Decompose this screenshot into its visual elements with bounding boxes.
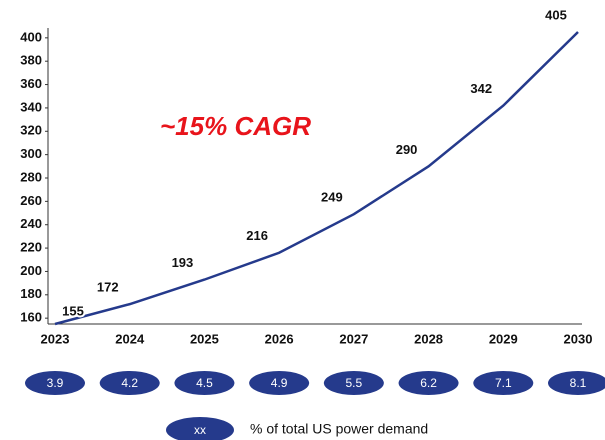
x-tick-label: 2029 [489, 331, 518, 346]
data-label: 193 [172, 255, 194, 270]
y-tick-label: 260 [20, 193, 42, 208]
legend-label: % of total US power demand [250, 421, 428, 437]
y-tick-label: 200 [20, 263, 42, 278]
y-tick-label: 360 [20, 76, 42, 91]
share-badge [25, 371, 85, 395]
y-tick-label: 240 [20, 216, 42, 231]
x-tick-label: 2027 [339, 331, 368, 346]
x-tick-label: 2030 [564, 331, 593, 346]
x-tick-label: 2023 [41, 331, 70, 346]
data-label: 290 [396, 142, 418, 157]
y-tick-label: 320 [20, 123, 42, 138]
y-tick-label: 340 [20, 99, 42, 114]
data-label: 216 [246, 228, 268, 243]
share-badge [548, 371, 605, 395]
y-tick-label: 380 [20, 53, 42, 68]
share-label: 8.1 [570, 376, 587, 390]
line [54, 31, 579, 326]
share-badge [174, 371, 235, 395]
share-label: 4.9 [271, 376, 288, 390]
data-label: 405 [545, 7, 567, 22]
share-label: 7.1 [495, 376, 512, 390]
data-label: 172 [97, 280, 119, 295]
share-badge [323, 371, 384, 395]
share-badge [99, 371, 160, 395]
data-label: 342 [470, 81, 492, 96]
data-label: 155 [62, 303, 84, 318]
share-badge [249, 371, 310, 395]
x-tick-label: 2028 [414, 331, 443, 346]
annotation: ~15% CAGR [160, 111, 311, 141]
share-label: 3.9 [47, 376, 64, 390]
legend-symbol-shape [166, 417, 234, 440]
y-tick-label: 300 [20, 146, 42, 161]
share-label: 4.5 [196, 376, 213, 390]
y-tick-label: 400 [20, 29, 42, 44]
share-label: 6.2 [420, 376, 437, 390]
share-label: 4.2 [121, 376, 138, 390]
y-tick-label: 180 [20, 286, 42, 301]
x-tick-label: 2025 [190, 331, 219, 346]
y-tick-label: 160 [20, 310, 42, 325]
data-label: 249 [321, 190, 343, 205]
y-tick-label: 280 [20, 169, 42, 184]
legend-symbol: xx [194, 423, 206, 437]
share-label: 5.5 [346, 376, 363, 390]
x-tick-label: 2026 [265, 331, 294, 346]
y-tick-label: 220 [20, 240, 42, 255]
share-badge [473, 371, 534, 395]
x-tick-label: 2024 [115, 331, 145, 346]
share-badge [398, 371, 459, 395]
